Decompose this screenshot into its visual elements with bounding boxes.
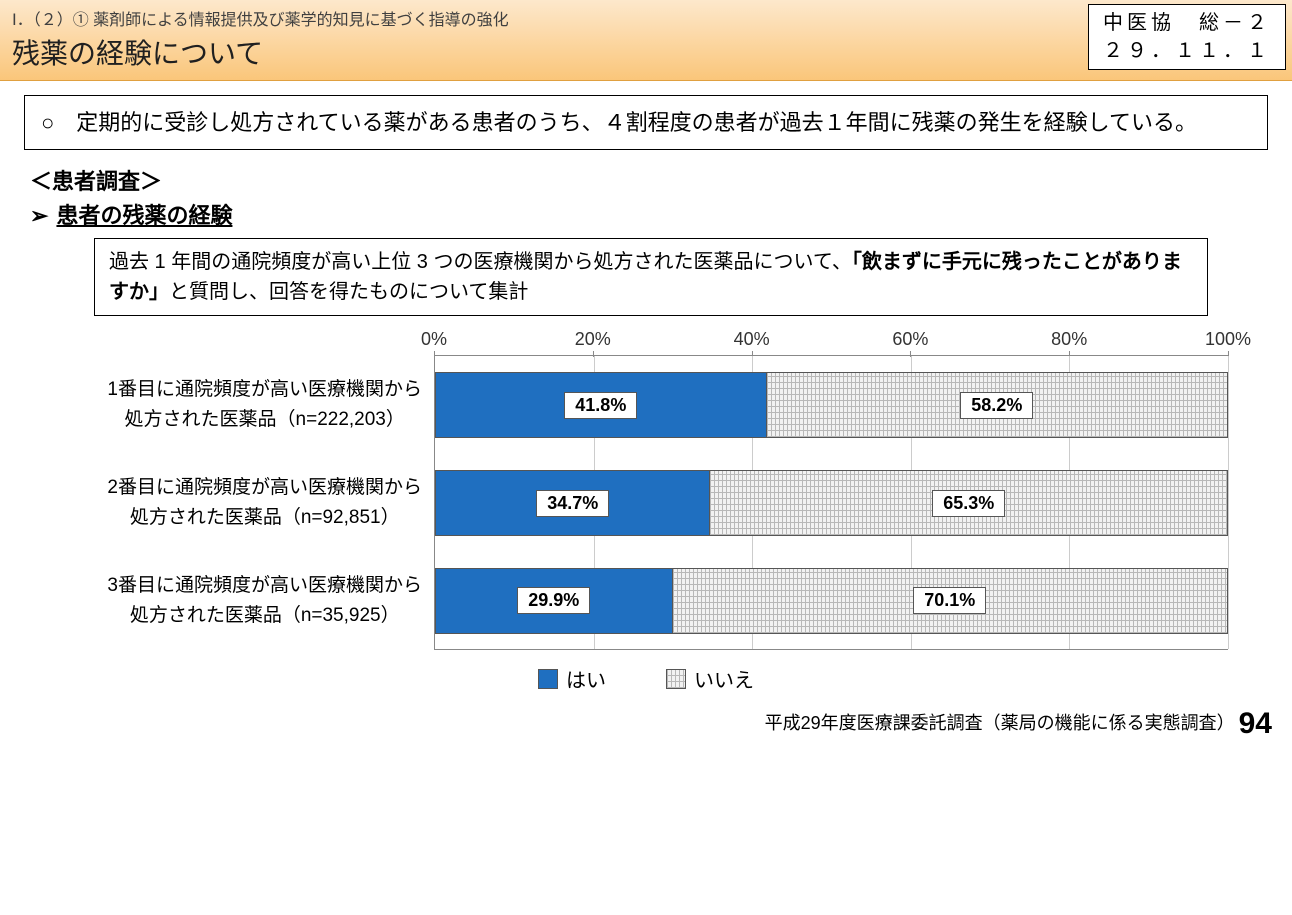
section-heading: ➢ 患者の残薬の経験: [30, 198, 1268, 230]
bar-segment-no: 58.2%: [767, 373, 1227, 437]
question-part1: 過去 1 年間の通院頻度が高い上位 3 つの医療機関から処方された医薬品について…: [109, 251, 852, 273]
legend-label-no: いいえ: [694, 664, 754, 693]
value-label-no: 70.1%: [913, 587, 986, 614]
question-box: 過去 1 年間の通院頻度が高い上位 3 つの医療機関から処方された医薬品について…: [94, 238, 1208, 316]
legend-no: いいえ: [666, 664, 754, 693]
doc-id-box: 中医協 総－２ ２９．１１．１: [1088, 4, 1286, 70]
chart-bars-container: 1番目に通院頻度が高い医療機関から処方された医薬品（n=222,203）41.8…: [64, 356, 1228, 650]
bar-row: 3番目に通院頻度が高い医療機関から処方された医薬品（n=35,925）29.9%…: [64, 552, 1228, 650]
bar-row: 1番目に通院頻度が高い医療機関から処方された医薬品（n=222,203）41.8…: [64, 356, 1228, 454]
gridline: [1228, 552, 1229, 649]
bar-label: 2番目に通院頻度が高い医療機関から処方された医薬品（n=92,851）: [64, 454, 434, 552]
bar-plot: 34.7% 65.3%: [434, 454, 1228, 552]
x-tick: 0%: [421, 329, 447, 356]
x-tick: 80%: [1051, 329, 1087, 356]
bar-plot: 29.9% 70.1%: [434, 552, 1228, 650]
bar-segment-yes: 29.9%: [436, 569, 673, 633]
x-tick: 40%: [734, 329, 770, 356]
legend-yes: はい: [538, 664, 606, 693]
section-heading-text: 患者の残薬の経験: [56, 203, 232, 228]
value-label-yes: 29.9%: [517, 587, 590, 614]
stacked-bar: 29.9% 70.1%: [435, 568, 1228, 634]
gridline: [1228, 356, 1229, 454]
bar-segment-no: 65.3%: [710, 471, 1227, 535]
value-label-yes: 41.8%: [564, 392, 637, 419]
doc-id-line1: 中医協 総－２: [1103, 12, 1271, 34]
x-tick: 60%: [892, 329, 928, 356]
breadcrumb: Ⅰ．（２）① 薬剤師による情報提供及び薬学的知見に基づく指導の強化: [12, 6, 1272, 30]
bar-segment-no: 70.1%: [673, 569, 1227, 633]
x-tick: 100%: [1205, 329, 1251, 356]
x-axis: 0%20%40%60%80%100%: [64, 326, 1228, 356]
bar-label: 3番目に通院頻度が高い医療機関から処方された医薬品（n=35,925）: [64, 552, 434, 650]
legend-swatch-yes: [538, 669, 558, 689]
bar-segment-yes: 41.8%: [436, 373, 767, 437]
value-label-no: 65.3%: [932, 490, 1005, 517]
source-text: 平成29年度医療課委託調査（薬局の機能に係る実態調査）: [765, 713, 1235, 733]
section-label: ＜患者調査＞: [30, 164, 1268, 196]
chart: 0%20%40%60%80%100% 1番目に通院頻度が高い医療機関から処方され…: [64, 326, 1228, 650]
gridline: [1228, 454, 1229, 552]
question-part2: と質問し、回答を得たものについて集計: [169, 281, 528, 303]
stacked-bar: 34.7% 65.3%: [435, 470, 1228, 536]
stacked-bar: 41.8% 58.2%: [435, 372, 1228, 438]
value-label-no: 58.2%: [960, 392, 1033, 419]
page-header: Ⅰ．（２）① 薬剤師による情報提供及び薬学的知見に基づく指導の強化 残薬の経験に…: [0, 0, 1292, 81]
legend-label-yes: はい: [566, 664, 606, 693]
bar-plot: 41.8% 58.2%: [434, 356, 1228, 454]
doc-id-line2: ２９．１１．１: [1103, 40, 1271, 62]
bar-segment-yes: 34.7%: [436, 471, 710, 535]
source-line: 平成29年度医療課委託調査（薬局の機能に係る実態調査）94: [0, 707, 1292, 749]
content: ○ 定期的に受診し処方されている薬がある患者のうち、４割程度の患者が過去１年間に…: [0, 81, 1292, 707]
legend-swatch-no: [666, 669, 686, 689]
page-title: 残薬の経験について: [12, 32, 1272, 72]
bar-label: 1番目に通院頻度が高い医療機関から処方された医薬品（n=222,203）: [64, 356, 434, 454]
x-tick: 20%: [575, 329, 611, 356]
axis-plot: 0%20%40%60%80%100%: [434, 326, 1228, 356]
summary-box: ○ 定期的に受診し処方されている薬がある患者のうち、４割程度の患者が過去１年間に…: [24, 95, 1268, 150]
legend: はい いいえ: [24, 664, 1268, 693]
bar-row: 2番目に通院頻度が高い医療機関から処方された医薬品（n=92,851）34.7%…: [64, 454, 1228, 552]
value-label-yes: 34.7%: [536, 490, 609, 517]
arrow-icon: ➢: [30, 203, 48, 228]
page-number: 94: [1239, 707, 1272, 740]
